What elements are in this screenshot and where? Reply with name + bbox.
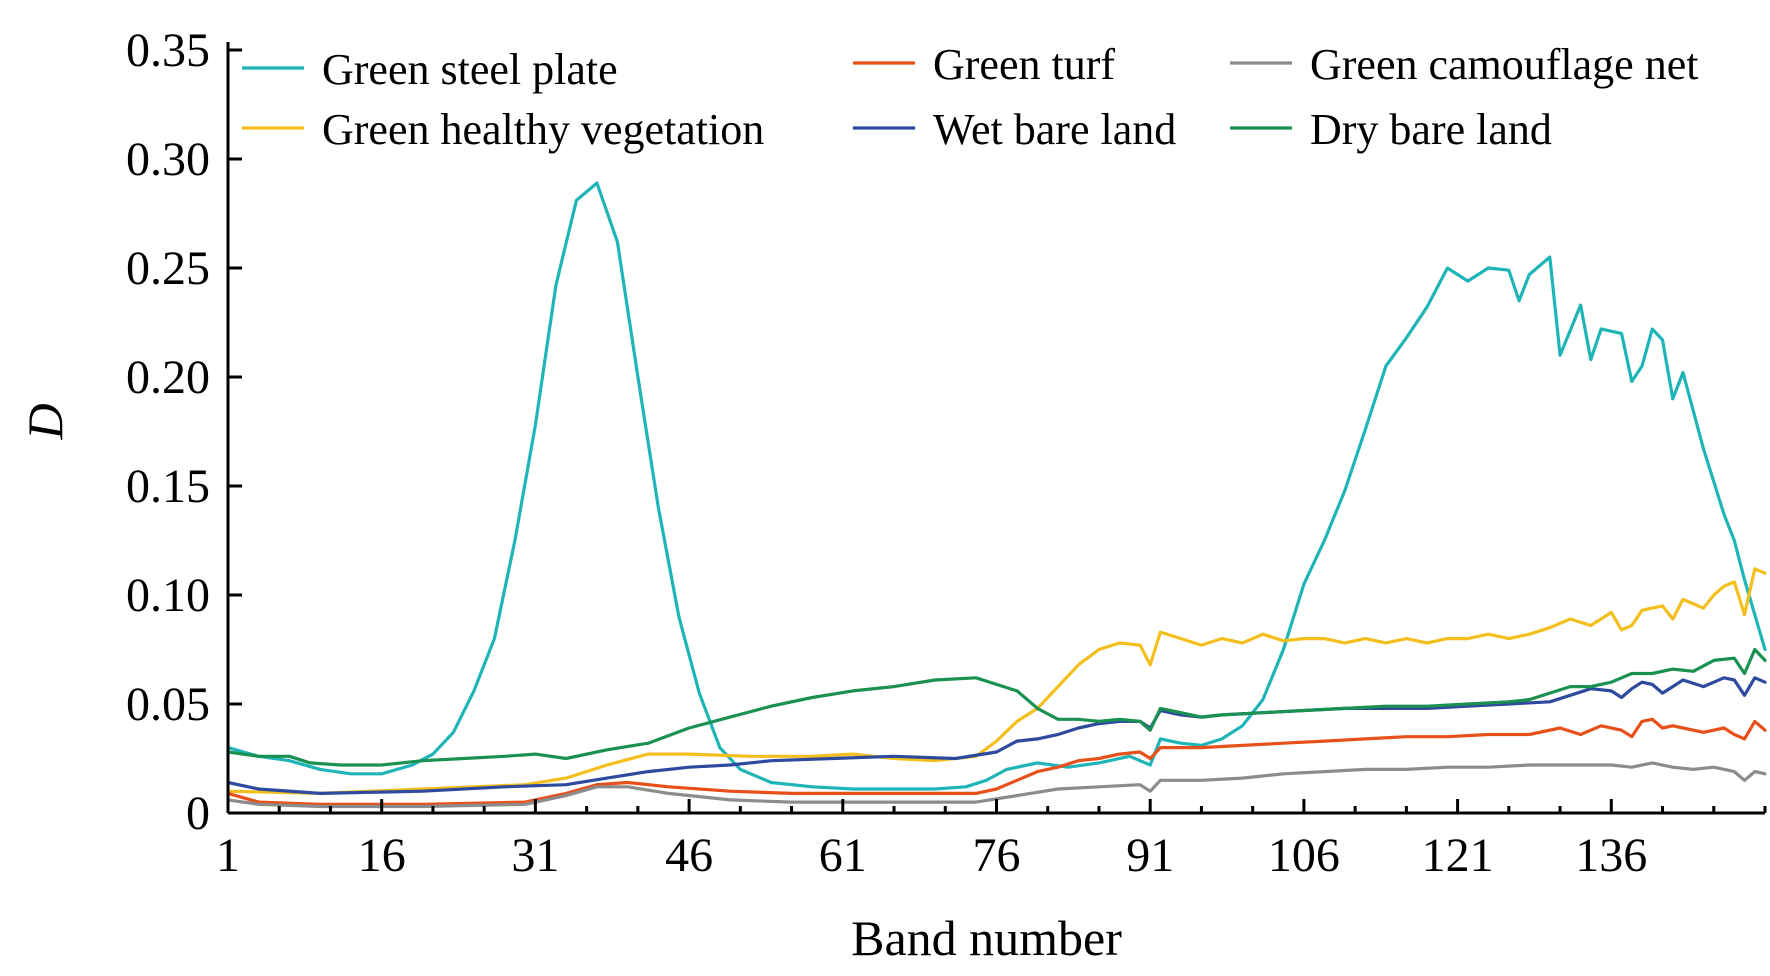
y-tick-label: 0.05 [126,678,210,731]
legend-label: Green steel plate [322,45,618,94]
series-line-green-turf [226,717,1767,806]
x-tick-label: 121 [1422,829,1494,882]
x-axis-title: Band number [851,910,1122,966]
x-tick-label: 46 [665,829,713,882]
legend-label: Wet bare land [933,105,1176,154]
x-tick-label: 16 [358,829,406,882]
x-tick-label: 91 [1126,829,1174,882]
legend: Green steel plate Green turf Green camoufl… [242,40,1698,154]
legend-label: Green camouflage net [1310,40,1698,89]
series-line-green-healthy-vegetation [226,567,1767,795]
y-tick-label: 0.15 [126,460,210,513]
y-tick-label: 0.20 [126,351,210,404]
legend-label: Dry bare land [1310,105,1552,154]
x-tick-label: 76 [973,829,1021,882]
y-axis-title: D [17,403,73,440]
y-tick-label: 0.35 [126,24,210,77]
y-tick-label: 0 [186,787,210,840]
y-tick-label: 0.25 [126,242,210,295]
x-tick-label: 1 [216,829,240,882]
series-line-green-camouflage-net [226,761,1767,809]
plot-lines [226,181,1767,809]
axes: 0 0.05 0.10 0.15 0.20 0.25 0.30 0.35 1 16 31 46 61 76… [126,24,1767,882]
x-tick-label: 136 [1575,829,1647,882]
legend-label: Green healthy vegetation [322,105,764,154]
series-line-dry-bare-land [226,647,1767,767]
x-tick-label: 31 [511,829,559,882]
series-line-green-steel-plate [226,181,1767,791]
y-tick-label: 0.10 [126,569,210,622]
y-tick-label: 0.30 [126,133,210,186]
legend-label: Green turf [933,40,1115,89]
x-tick-label: 61 [819,829,867,882]
x-tick-label: 106 [1268,829,1340,882]
